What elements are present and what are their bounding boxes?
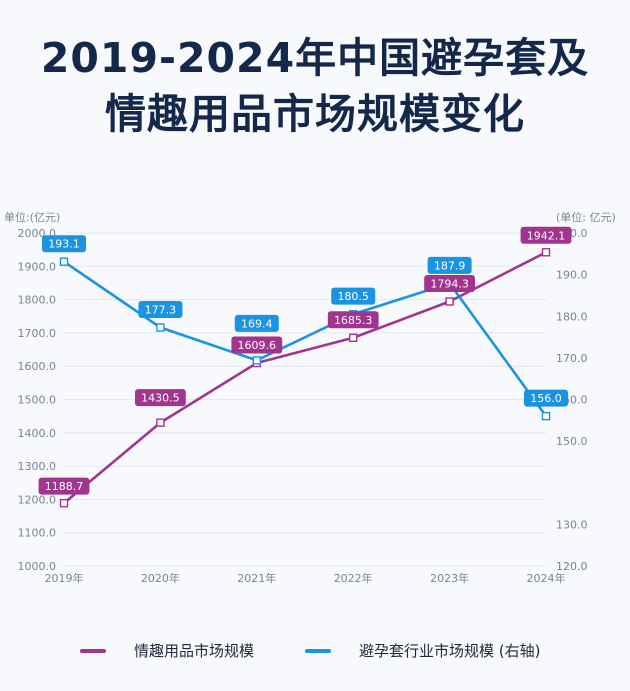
data-label: 177.3 — [145, 303, 177, 316]
left-axis-unit-label: 单位:(亿元) — [4, 210, 60, 224]
data-label-badge — [424, 274, 475, 292]
data-label-badge — [327, 311, 379, 329]
left-axis-tick-label: 1000.0 — [18, 560, 57, 573]
left-axis-tick-label: 1100.0 — [18, 527, 57, 540]
data-point-marker — [445, 297, 454, 306]
data-label: 1685.3 — [334, 314, 373, 327]
data-label-badge — [135, 389, 186, 407]
data-point-marker — [156, 418, 165, 427]
data-label: 1942.1 — [527, 229, 566, 242]
data-label-badge — [331, 287, 376, 305]
data-point-marker — [59, 498, 69, 508]
data-label-badge — [234, 314, 279, 332]
x-axis-tick-label: 2023年 — [430, 571, 469, 585]
title-line-1: 2019-2024年中国避孕套及 — [40, 34, 590, 82]
left-axis-tick-label: 1600.0 — [18, 360, 57, 373]
left-axis-tick-label: 1400.0 — [18, 427, 57, 440]
data-label-badge — [427, 256, 472, 274]
legend-label-left-series: 情趣用品市场规模 — [134, 642, 255, 660]
data-label: 1794.3 — [430, 277, 469, 290]
data-label-badge — [42, 235, 86, 253]
data-label: 180.5 — [337, 290, 369, 303]
left-axis-tick-label: 1700.0 — [18, 327, 57, 340]
data-label-badge — [520, 226, 572, 244]
series-line-adult-products — [63, 251, 547, 505]
right-axis-unit-label: (单位: 亿元) — [556, 210, 616, 224]
data-point-marker — [156, 323, 165, 332]
data-label: 1430.5 — [141, 392, 180, 405]
data-point-marker — [59, 257, 69, 266]
data-point-marker — [541, 411, 551, 421]
left-axis-tick-label: 1800.0 — [18, 294, 57, 307]
data-label: 169.4 — [241, 317, 273, 330]
x-axis-tick-label: 2022年 — [334, 571, 373, 585]
right-axis-tick-label: 150.0 — [556, 435, 588, 448]
data-label: 1188.7 — [45, 480, 84, 493]
chart-title: 2019-2024年中国避孕套及 情趣用品市场规模变化 — [0, 30, 630, 142]
legend-swatch-blue — [305, 648, 331, 653]
legend-item-right-series: 避孕套行业市场规模 (右轴) — [305, 640, 540, 661]
data-label-badge — [38, 477, 90, 495]
legend-swatch-purple — [80, 648, 106, 653]
legend: 情趣用品市场规模 避孕套行业市场规模 (右轴) — [0, 640, 630, 670]
title-line-2: 情趣用品市场规模变化 — [105, 90, 525, 138]
x-axis-tick-label: 2019年 — [45, 571, 84, 585]
data-label: 187.9 — [434, 259, 466, 272]
data-label: 1609.6 — [238, 339, 277, 352]
left-axis-tick-label: 1300.0 — [18, 460, 57, 473]
right-axis-tick-label: 170.0 — [556, 352, 588, 365]
left-axis-tick-label: 1500.0 — [18, 394, 57, 407]
x-axis-tick-label: 2021年 — [237, 571, 276, 585]
data-label-badge — [231, 336, 283, 354]
data-point-marker — [349, 333, 358, 342]
x-axis-tick-label: 2024年 — [527, 571, 566, 585]
data-label: 193.1 — [48, 238, 80, 251]
data-label-badge — [138, 300, 183, 318]
right-axis-tick-label: 180.0 — [556, 310, 588, 323]
legend-label-right-series: 避孕套行业市场规模 (右轴) — [359, 642, 541, 660]
line-chart: 1000.0 1100.0 1200.0 1300.0 1400.0 1500.0 1600… — [4, 210, 616, 585]
legend-item-left-series: 情趣用品市场规模 — [80, 640, 254, 661]
x-axis-tick-label: 2020年 — [141, 571, 180, 585]
data-point-marker — [541, 248, 551, 257]
data-label: 156.0 — [530, 392, 562, 405]
right-axis-tick-label: 130.0 — [556, 518, 588, 531]
right-axis-tick-label: 190.0 — [556, 269, 588, 282]
left-axis-tick-label: 1900.0 — [18, 260, 57, 273]
data-point-marker — [252, 356, 262, 365]
left-axis-tick-label: 1200.0 — [18, 493, 57, 506]
right-axis-tick-label: 120.0 — [556, 560, 588, 573]
data-label-badge — [524, 389, 568, 407]
